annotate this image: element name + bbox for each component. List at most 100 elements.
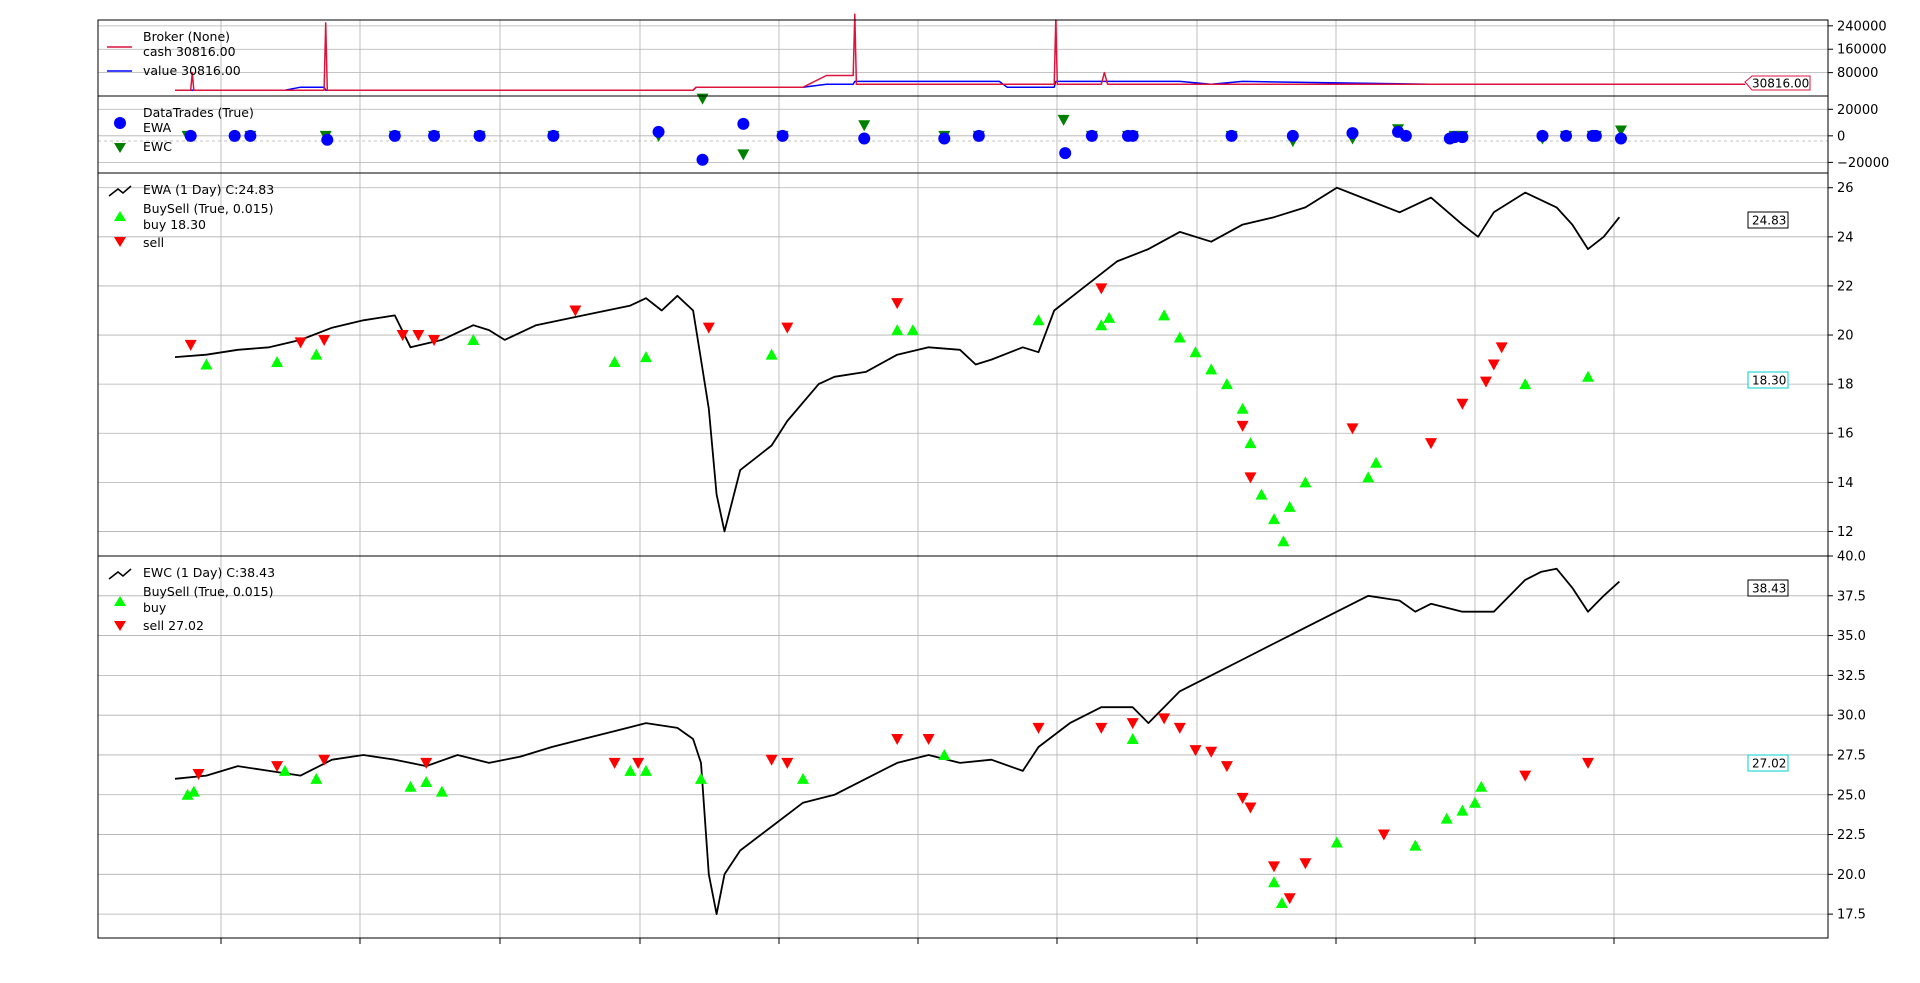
- ewa-trade-marker: [1536, 129, 1549, 142]
- ewc-ytick-label: 27.5: [1837, 748, 1866, 763]
- ewc-buy-marker: [1440, 812, 1453, 824]
- ewc-buy-marker: [624, 764, 637, 776]
- ewa-last-close-label: 24.83: [1752, 214, 1786, 228]
- ewc-sell-marker: [632, 757, 645, 769]
- ewa-trade-marker: [1126, 129, 1139, 142]
- ewa-ytick-label: 24: [1837, 230, 1854, 245]
- ewc-y-ticks: 17.5 20.0 22.5 25.0 27.5 30.0 32.5 35.0 37.5 40.0: [1828, 550, 1866, 923]
- ewa-sell-marker: [1236, 420, 1249, 432]
- ewc-sell-marker: [608, 757, 621, 769]
- ewa-trade-marker: [1589, 129, 1602, 142]
- ewa-sell-marker: [1346, 423, 1359, 435]
- ewc-buy-marker: [310, 772, 323, 784]
- ewa-sell-marker: [412, 330, 425, 342]
- ewc-buy-marker: [938, 748, 951, 760]
- ewc-ytick-label: 17.5: [1837, 908, 1866, 923]
- ewc-marks: [174, 567, 1621, 915]
- ewa-ytick-label: 18: [1837, 378, 1854, 393]
- datatrades-legend-title: DataTrades (True): [143, 105, 254, 120]
- ewc-buysell-legend-label: BuySell (True, 0.015): [143, 584, 273, 599]
- ewc-trade-marker: [737, 149, 750, 161]
- ewa-legend-line-icon: [108, 185, 132, 197]
- ewc-ytick-label: 37.5: [1837, 589, 1866, 604]
- ewa-trade-marker: [938, 132, 951, 145]
- ewc-ytick-label: 20.0: [1837, 868, 1866, 883]
- ewc-buy-marker: [1275, 896, 1288, 908]
- ewa-buy-legend-label: buy 18.30: [143, 217, 206, 232]
- ewa-trade-marker: [184, 129, 197, 142]
- ewc-buy-marker: [404, 780, 417, 792]
- ewa-buy-marker: [1370, 456, 1383, 468]
- ewa-marks: [174, 186, 1621, 547]
- ewa-trade-marker: [737, 117, 750, 130]
- ewc-buy-marker: [1268, 876, 1280, 888]
- ewa-trade-marker: [1286, 129, 1299, 142]
- ewa-trade-marker: [388, 129, 401, 142]
- ewa-buy-marker: [906, 324, 919, 336]
- ewa-buy-marker: [1362, 471, 1375, 483]
- ewa-buy-marker: [765, 348, 778, 360]
- ewc-buy-marker: [797, 772, 809, 784]
- ewc-trade-marker: [1614, 125, 1627, 137]
- ewa-buy-marker: [1268, 513, 1280, 525]
- x-axis-ticks: [220, 938, 1615, 944]
- ewa-buy-marker: [1189, 346, 1202, 358]
- ewc-ytick-label: 32.5: [1837, 669, 1866, 684]
- ewa-buy-marker: [1173, 331, 1186, 343]
- ewa-trade-marker: [1456, 131, 1469, 144]
- ewc-sell-marker: [1268, 861, 1280, 873]
- ewc-close-line: [174, 567, 1621, 915]
- ewa-buy-marker: [1283, 500, 1296, 512]
- ewa-sell-marker: [569, 305, 582, 317]
- ewa-buy-marker: [200, 358, 213, 370]
- broker-last-value-tag: 30816.00: [1744, 75, 1811, 91]
- ewc-legend-line-icon: [108, 568, 132, 580]
- ewc-buy-marker: [1456, 804, 1469, 816]
- ewa-trade-marker: [547, 129, 560, 142]
- ewa-buy-marker: [1103, 311, 1116, 323]
- ewc-sell-marker: [891, 734, 904, 746]
- ewa-trade-marker: [244, 129, 257, 142]
- ewc-sell-marker: [765, 754, 778, 766]
- value-legend-label: value 30816.00: [143, 63, 241, 78]
- ewa-buy-marker: [1519, 378, 1532, 390]
- ewa-sell-marker: [702, 322, 715, 334]
- ewc-sell-marker: [1173, 722, 1186, 734]
- ewc-last-close-tag: 38.43: [1747, 579, 1789, 597]
- ewc-sell-marker: [420, 757, 433, 769]
- cash-series-line: [175, 13, 1745, 91]
- ewc-panel: 17.5 20.0 22.5 25.0 27.5 30.0 32.5 35.0 37.5 40.0…: [97, 550, 1866, 939]
- ewa-close-line: [174, 186, 1621, 533]
- ewc-sell-marker: [1220, 761, 1233, 773]
- ewa-buy-marker: [1095, 319, 1108, 331]
- ewa-sell-marker: [1425, 438, 1437, 450]
- ewa-buy-marker: [467, 333, 480, 345]
- broker-ytick-label: 80000: [1837, 66, 1878, 81]
- ewa-sell-marker: [396, 330, 409, 342]
- ewc-buy-marker: [1330, 836, 1343, 848]
- ewc-buy-marker: [181, 788, 194, 800]
- datatrades-legend: DataTrades (True) EWA EWC: [114, 105, 254, 154]
- ewc-sell-marker: [1158, 713, 1171, 725]
- ewc-buy-marker: [278, 764, 291, 776]
- ewa-buy-marker: [1255, 488, 1268, 500]
- ewc-ytick-label: 40.0: [1837, 550, 1866, 565]
- ewa-buysell-legend-label: BuySell (True, 0.015): [143, 201, 273, 216]
- datatrades-panel: 20000 0 −20000 DataTrades (True) EWA EWC: [97, 93, 1889, 174]
- ewc-last-sell-tag: 27.02: [1747, 754, 1789, 772]
- ewc-sell-marker: [1126, 718, 1139, 730]
- broker-gridlines: [98, 20, 1828, 96]
- ewa-trade-marker: [696, 153, 709, 166]
- ewa-trade-marker: [1225, 129, 1238, 142]
- broker-legend: Broker (None) cash 30816.00 value 30816.…: [107, 29, 241, 78]
- ewc-sell-marker: [1519, 770, 1532, 782]
- ewc-sell-marker: [781, 757, 794, 769]
- ewc-sell-marker: [1095, 722, 1108, 734]
- ewa-trade-marker: [473, 129, 486, 142]
- ewa-trade-marker: [321, 133, 334, 146]
- ewc-ytick-label: 25.0: [1837, 788, 1866, 803]
- broker-ytick-label: 240000: [1837, 19, 1887, 34]
- ewa-buy-marker: [1205, 363, 1218, 375]
- ewa-buy-legend-marker: [114, 211, 126, 221]
